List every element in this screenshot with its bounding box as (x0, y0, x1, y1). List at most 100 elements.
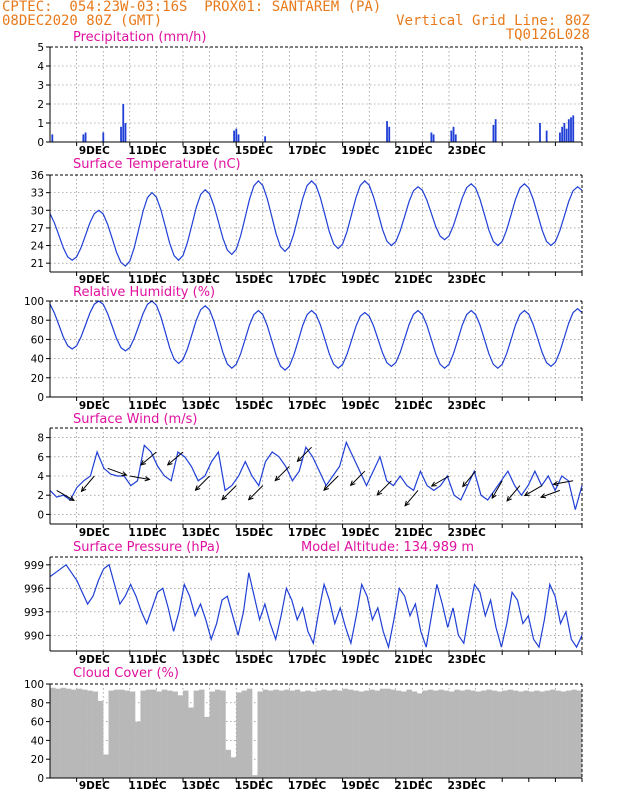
cloud-bar (369, 689, 375, 778)
model-altitude: Model Altitude: 134.989 m (301, 540, 474, 555)
wind-arrow (56, 489, 75, 501)
cloud-bar (71, 689, 77, 778)
y-tick-label: 20 (31, 373, 44, 385)
x-tick-label: 17DEC (288, 780, 327, 792)
precip-bar (430, 132, 433, 142)
wind-arrow (540, 489, 561, 498)
cloud-bar (438, 689, 444, 778)
cloud-bar (81, 689, 88, 778)
x-tick-label: 9DEC (79, 654, 110, 666)
cloud-bar (129, 691, 136, 778)
cloud-bar (220, 690, 226, 778)
cloud-bar (278, 690, 285, 778)
y-tick-label: 0 (37, 137, 44, 149)
cloud-bar (321, 689, 327, 778)
cloud-bar (204, 716, 210, 778)
cloud-bar (480, 690, 487, 778)
y-tick-label: 21 (31, 258, 44, 270)
cloud-bar (103, 754, 109, 778)
precip-bar (84, 132, 87, 142)
y-tick-label: 80 (31, 698, 44, 710)
wind-arrow-head (144, 476, 151, 482)
cloud-bar (566, 690, 572, 778)
wind-arrow-head (506, 495, 512, 502)
cloud-bar (406, 689, 412, 778)
precip-bar (539, 123, 541, 142)
cloud-bar (449, 691, 455, 778)
y-tick-label: 30 (31, 205, 44, 217)
x-tick-label: 11DEC (128, 780, 167, 792)
wind-arrow (221, 485, 237, 501)
cloud-bar (544, 690, 551, 778)
cloud-bar (550, 689, 556, 778)
wind-arrow-head (430, 481, 437, 487)
series-line (49, 563, 583, 650)
precip-bar (454, 134, 457, 142)
precip-bar (264, 136, 267, 142)
x-tick-label: 11DEC (128, 400, 167, 412)
y-tick-label: 33 (31, 188, 44, 200)
wind-arrow (323, 475, 339, 491)
x-tick-label: 21DEC (394, 654, 433, 666)
series-line (49, 180, 583, 267)
wind-arrow (274, 466, 290, 481)
wind-arrow-head (121, 471, 128, 477)
cloud-bar (252, 775, 258, 778)
header-grid-note: Vertical Grid Line: 80Z (396, 13, 590, 29)
cloud-bar (188, 707, 194, 778)
x-tick-label: 17DEC (288, 274, 327, 286)
cloud-bar (507, 689, 514, 778)
wind-arrow (491, 480, 503, 499)
cloud-bar (257, 691, 263, 778)
cloud-bar (470, 690, 476, 778)
x-tick-label: 13DEC (182, 274, 221, 286)
cloud-bar (353, 690, 359, 778)
header-run-id: TQ0126L028 (505, 27, 590, 43)
wind-arrow (140, 451, 157, 466)
cloud-bar (161, 689, 168, 778)
cloud-bar (108, 690, 115, 778)
cloud-bar (241, 690, 248, 778)
x-tick-label: 23DEC (448, 145, 487, 157)
wind-arrow (195, 475, 210, 491)
wind-arrow-head (523, 491, 530, 497)
x-tick-label: 19DEC (341, 400, 380, 412)
x-tick-label: 15DEC (235, 145, 274, 157)
y-tick-label: 2 (37, 490, 44, 502)
wind-arrow-head (462, 481, 468, 488)
wind-arrow (524, 485, 543, 497)
cloud-bar (151, 689, 157, 778)
cloud-bar (65, 688, 72, 778)
cloud-bar (119, 689, 125, 778)
cloud-bar (183, 690, 189, 778)
cloud-bar (486, 689, 492, 778)
x-tick-label: 9DEC (79, 780, 110, 792)
x-tick-label: 15DEC (235, 527, 274, 539)
precip-bar (51, 134, 54, 142)
cloud-bar (571, 689, 577, 778)
y-tick-label: 990 (24, 630, 44, 642)
x-tick-label: 9DEC (79, 274, 110, 286)
y-tick-label: 20 (31, 754, 44, 766)
cloud-bar (268, 690, 274, 778)
y-tick-label: 100 (24, 679, 44, 691)
panel-title: Cloud Cover (%) (73, 666, 179, 681)
cloud-bar (172, 691, 178, 778)
x-tick-label: 11DEC (128, 527, 167, 539)
x-tick-label: 13DEC (182, 400, 221, 412)
cloud-bar (528, 691, 535, 778)
wind-arrow-head (140, 460, 147, 466)
precip-bar (559, 132, 561, 142)
cloud-bar (198, 689, 205, 778)
cloud-bar (60, 687, 67, 778)
cloud-bar (358, 691, 365, 778)
x-tick-label: 21DEC (394, 274, 433, 286)
series-line (49, 440, 583, 510)
cloud-bar (539, 691, 545, 778)
cloud-bar (443, 690, 450, 778)
precip-bar (237, 134, 240, 142)
cloud-bar (113, 689, 120, 778)
x-tick-label: 9DEC (79, 400, 110, 412)
cloud-bar (262, 689, 269, 778)
cloud-bar (135, 721, 141, 778)
